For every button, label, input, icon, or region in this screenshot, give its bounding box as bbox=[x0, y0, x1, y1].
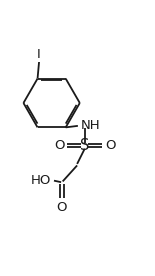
Text: O: O bbox=[105, 139, 115, 152]
Text: O: O bbox=[57, 201, 67, 214]
Text: S: S bbox=[80, 138, 89, 153]
Text: I: I bbox=[37, 48, 41, 61]
Text: O: O bbox=[54, 139, 65, 152]
Text: NH: NH bbox=[81, 119, 101, 132]
Text: HO: HO bbox=[31, 174, 51, 187]
